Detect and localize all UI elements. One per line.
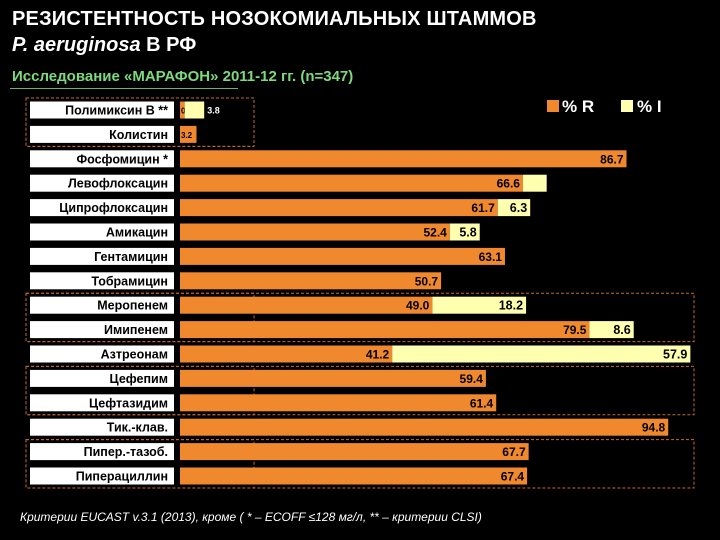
title-line-1: РЕЗИСТЕНТНОСТЬ НОЗОКОМИАЛЬНЫХ ШТАММОВ [12,8,537,30]
bar-r-label: 3.2 [181,131,193,140]
bar-r-label: 61.7 [471,201,495,215]
category-label-box [30,272,174,290]
bar-r [180,443,529,461]
category-label-box [30,150,174,168]
category-label-box [30,394,174,412]
bar-i [449,223,480,241]
group-box-polymyxins-wide [25,97,255,147]
bar-r [180,345,393,363]
category-label-box [30,199,174,217]
bar-i-label: 57.9 [663,348,687,362]
category-label-box [30,443,174,461]
bar-i-label: 18.2 [499,299,523,313]
bar-r [180,247,505,265]
category-label: Колистин [109,128,168,142]
bar-i-label: 6.3 [510,201,527,215]
category-label: Амикацин [106,226,168,240]
bar-r-label: 66.6 [497,177,521,191]
category-label-box [30,223,174,241]
category-label: Гентамицин [94,250,168,264]
bar-i [392,345,691,363]
bar-r-label: 79.5 [563,323,587,337]
bar-r [180,467,528,485]
category-label-box [30,467,174,485]
bar-r [180,125,197,143]
bar-r [180,223,450,241]
title-suffix: В РФ [140,34,197,56]
bar-i [184,101,205,119]
category-label: Цефтазидим [89,396,168,410]
category-label: Цефепим [110,372,168,386]
species-name: P. aeruginosa [12,34,141,56]
bar-r-label: 86.7 [600,152,624,166]
bar-i [589,321,634,339]
category-label: Пиперациллин [76,470,168,484]
category-label-box [30,345,174,363]
bar-r-label: 61.4 [470,396,494,410]
bar-r-label: 41.2 [366,348,390,362]
category-label-box [30,125,174,143]
legend-swatch-i [621,100,633,112]
bar-r [180,321,590,339]
group-box-penicillins-wide [25,439,695,489]
legend-swatch-r [547,100,559,112]
category-label-box [30,296,174,314]
category-label-box [30,418,174,436]
bar-i-label: 8.6 [613,323,630,337]
bar-i [522,174,547,192]
bar-r [180,296,433,314]
footnote: Критерии EUCAST v.3.1 (2013), кроме ( * … [20,510,482,524]
bar-r [180,394,497,412]
bar-r [180,174,523,192]
category-label: Полимиксин В ** [65,104,168,118]
category-label: Меропенем [97,299,168,313]
category-label-box [30,369,174,387]
legend-label-i: % I [637,97,662,116]
bar-r [180,272,442,290]
category-label: Пипер.-тазоб. [84,445,168,459]
bar-r-label: 49.0 [406,299,430,313]
bar-r [180,418,669,436]
bar-r-label: 67.4 [501,470,525,484]
bar-r-label: 67.7 [502,445,526,459]
bar-r [180,150,627,168]
group-box-carbapenems-wide [25,292,695,343]
title-line-2: P. aeruginosa В РФ [12,34,196,57]
category-label-box [30,174,174,192]
bar-r [180,199,498,217]
bar-r-label: 50.7 [415,274,439,288]
legend-label-r: % R [562,97,594,116]
bar-r-label: 94.8 [642,421,666,435]
category-label-box [30,101,174,119]
subtitle-underline [10,88,238,89]
bar-r [180,369,486,387]
bar-i-label: 4.6 [550,179,563,189]
bar-r-label: 63.1 [479,250,503,264]
bar-i-label: 5.8 [459,226,476,240]
category-label: Имипенем [104,323,168,337]
bar-r [180,101,185,119]
category-label: Ципрофлоксацин [59,201,168,215]
category-label-box [30,321,174,339]
category-label: Левофлоксацин [68,177,168,191]
group-box-cephalosporins-wide [25,365,695,416]
bar-r-label: 52.4 [424,226,448,240]
category-label: Азтреонам [101,348,168,362]
category-label: Тик.-клав. [107,421,168,435]
bar-i-label: 3.8 [207,106,220,116]
category-label: Тобрамицин [91,274,168,288]
category-label: Фосфомицин * [76,152,168,166]
bar-i [497,199,531,217]
study-subtitle: Исследование «МАРАФОН» 2011-12 гг. (n=34… [12,68,354,85]
bar-i [432,296,527,314]
category-label-box [30,247,174,265]
bar-r-label: 59.4 [460,372,484,386]
